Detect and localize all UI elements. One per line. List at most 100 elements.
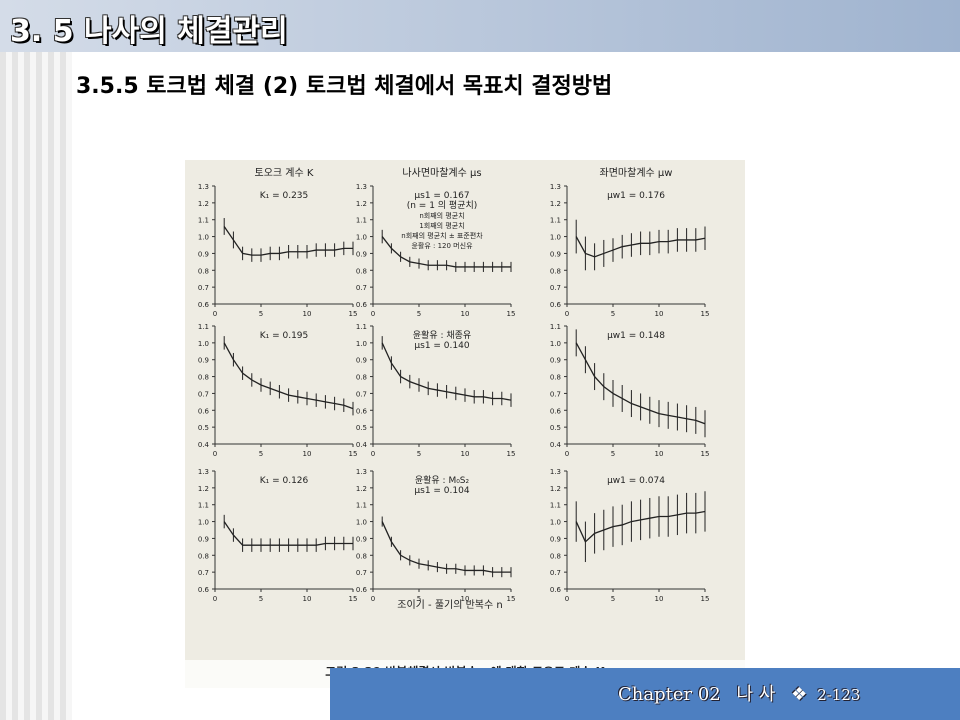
y-tick-label: 1.2 xyxy=(356,200,367,208)
x-tick-label: 10 xyxy=(461,595,470,603)
y-tick-label: 1.0 xyxy=(550,340,561,348)
side-stripes xyxy=(0,52,72,720)
y-tick-label: 1.3 xyxy=(356,468,367,476)
y-tick-label: 1.0 xyxy=(356,519,367,527)
y-tick-label: 1.2 xyxy=(550,200,561,208)
y-tick-label: 0.8 xyxy=(356,552,367,560)
y-tick-label: 1.1 xyxy=(550,502,561,510)
x-tick-label: 0 xyxy=(371,310,375,318)
y-tick-label: 1.2 xyxy=(356,485,367,493)
x-tick-label: 15 xyxy=(349,595,358,603)
x-tick-label: 10 xyxy=(461,310,470,318)
annotation: μw1 = 0.148 xyxy=(607,331,665,341)
y-tick-label: 0.6 xyxy=(356,301,368,309)
y-tick-label: 0.6 xyxy=(356,586,368,594)
x-tick-label: 15 xyxy=(507,310,516,318)
y-tick-label: 1.1 xyxy=(550,217,561,225)
y-tick-label: 1.2 xyxy=(198,200,209,208)
x-tick-label: 5 xyxy=(611,310,615,318)
y-tick-label: 0.8 xyxy=(550,267,561,275)
y-tick-label: 0.8 xyxy=(356,267,367,275)
y-tick-label: 1.0 xyxy=(198,234,209,242)
y-tick-label: 1.0 xyxy=(198,519,209,527)
y-tick-label: 1.1 xyxy=(356,502,367,510)
x-tick-label: 5 xyxy=(611,450,615,458)
y-tick-label: 0.5 xyxy=(356,424,367,432)
y-tick-label: 1.1 xyxy=(198,217,209,225)
y-tick-label: 0.7 xyxy=(198,284,209,292)
y-tick-label: 0.8 xyxy=(198,267,209,275)
y-tick-label: 1.1 xyxy=(356,217,367,225)
y-tick-label: 0.6 xyxy=(198,407,210,415)
annotation: 윤활유 : 120 머신유 xyxy=(411,241,473,250)
x-tick-label: 15 xyxy=(349,310,358,318)
footer-page: 2-123 xyxy=(817,686,861,704)
x-tick-label: 10 xyxy=(303,310,312,318)
x-tick-label: 0 xyxy=(371,450,375,458)
x-tick-label: 10 xyxy=(461,450,470,458)
y-tick-label: 0.6 xyxy=(198,301,210,309)
annotation: K₁ = 0.235 xyxy=(260,191,309,201)
annotation: 윤활유 : M₀S₂ xyxy=(415,474,470,486)
annotation: n회째의 평균치 xyxy=(419,211,464,220)
y-tick-label: 1.2 xyxy=(198,485,209,493)
y-tick-label: 0.9 xyxy=(550,250,561,258)
footer-bar xyxy=(330,668,960,720)
y-tick-label: 0.9 xyxy=(198,250,209,258)
y-tick-label: 1.3 xyxy=(198,183,209,191)
footer-section: 나 사 xyxy=(736,684,776,705)
panel-title: 토오크 계수 K xyxy=(255,167,314,179)
x-tick-label: 10 xyxy=(655,595,664,603)
y-tick-label: 0.8 xyxy=(198,374,209,382)
figure-background xyxy=(185,160,745,688)
y-tick-label: 0.8 xyxy=(356,374,367,382)
x-tick-label: 5 xyxy=(417,310,421,318)
y-tick-label: 0.9 xyxy=(550,357,561,365)
x-tick-label: 0 xyxy=(213,595,217,603)
annotation: μw1 = 0.074 xyxy=(607,476,665,486)
x-tick-label: 5 xyxy=(417,595,421,603)
annotation: 윤활유 : 채종유 xyxy=(413,329,471,341)
header-band xyxy=(0,0,960,52)
slide-subtitle: 3.5.5 토크법 체결 (2) 토크법 체결에서 목표치 결정방법 xyxy=(76,74,613,99)
x-tick-label: 10 xyxy=(655,310,664,318)
y-tick-label: 0.8 xyxy=(198,552,209,560)
annotation: (n = 1 의 평균치) xyxy=(407,199,478,211)
annotation: μs1 = 0.104 xyxy=(414,486,469,496)
x-tick-label: 15 xyxy=(507,450,516,458)
x-tick-label: 5 xyxy=(259,595,263,603)
annotation: μs1 = 0.167 xyxy=(414,191,469,201)
y-tick-label: 0.5 xyxy=(198,424,209,432)
y-tick-label: 0.7 xyxy=(198,390,209,398)
y-tick-label: 0.7 xyxy=(356,284,367,292)
y-tick-label: 0.7 xyxy=(550,390,561,398)
y-tick-label: 0.7 xyxy=(356,569,367,577)
panel-title: 좌면마찰계수 μw xyxy=(600,167,673,179)
y-tick-label: 0.6 xyxy=(198,586,210,594)
annotation: n회째의 평균치 ± 표준편차 xyxy=(401,231,483,240)
annotation: μw1 = 0.176 xyxy=(607,191,665,201)
x-tick-label: 10 xyxy=(303,595,312,603)
y-tick-label: 1.0 xyxy=(550,234,561,242)
y-tick-label: 0.9 xyxy=(356,250,367,258)
y-tick-label: 0.6 xyxy=(356,407,368,415)
y-tick-label: 1.1 xyxy=(550,323,561,331)
y-tick-label: 1.1 xyxy=(356,323,367,331)
annotation: μs1 = 0.140 xyxy=(414,341,469,351)
y-tick-label: 0.7 xyxy=(550,284,561,292)
y-tick-label: 0.6 xyxy=(550,407,562,415)
y-tick-label: 0.6 xyxy=(550,586,562,594)
y-tick-label: 0.7 xyxy=(550,569,561,577)
x-tick-label: 10 xyxy=(655,450,664,458)
y-tick-label: 1.0 xyxy=(550,519,561,527)
figure: 그림 3.39 반복체결시 반복수 n에 대한 토오크 계수 K 조이기 - 풀… xyxy=(185,160,745,688)
panel-title: 나사면마찰계수 μs xyxy=(402,167,481,179)
x-tick-label: 0 xyxy=(213,310,217,318)
footer: Chapter 02 나 사 ❖ 2-123 xyxy=(618,680,870,706)
y-tick-label: 0.4 xyxy=(550,441,562,449)
y-tick-label: 1.0 xyxy=(356,234,367,242)
y-tick-label: 1.0 xyxy=(356,340,367,348)
y-tick-label: 0.9 xyxy=(198,535,209,543)
x-tick-label: 15 xyxy=(701,595,710,603)
x-tick-label: 15 xyxy=(701,310,710,318)
